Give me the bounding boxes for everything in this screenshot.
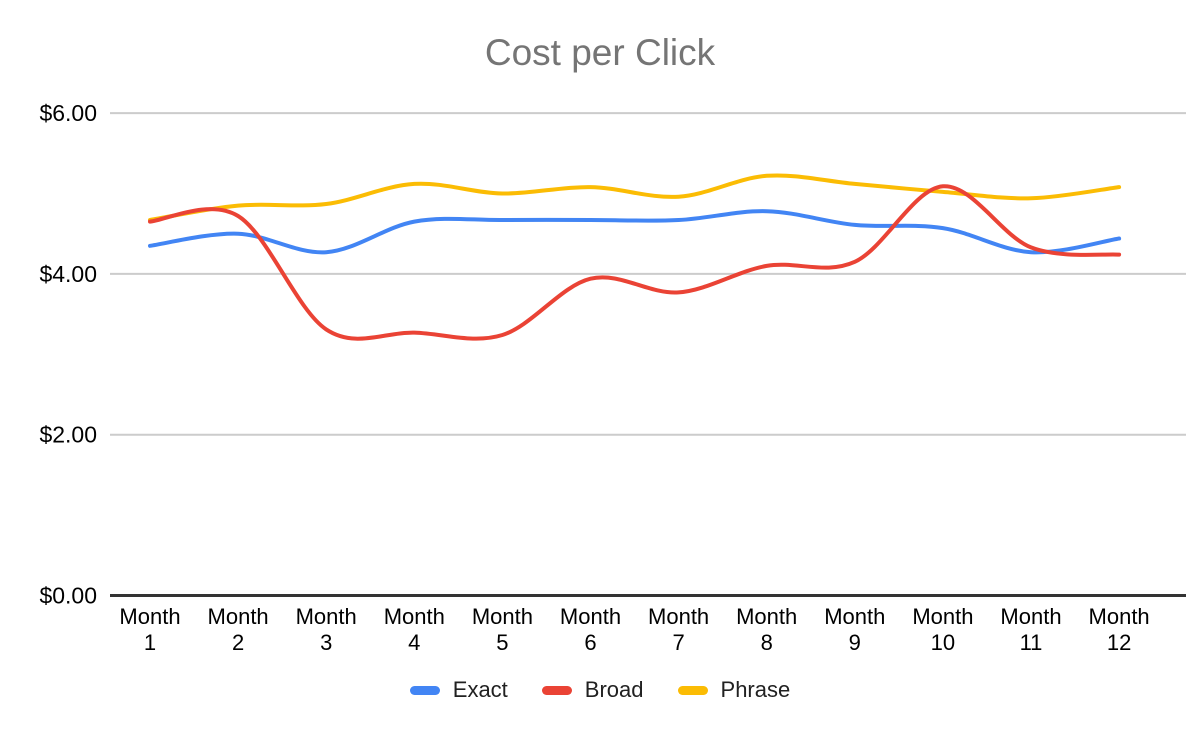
chart-title: Cost per Click [484, 32, 716, 73]
legend-label-exact: Exact [452, 677, 508, 702]
legend: Exact Broad Phrase [0, 677, 1200, 703]
x-axis-label: Month 3 [296, 604, 357, 655]
x-axis-label: Month 12 [1089, 604, 1150, 655]
legend-swatch-exact [409, 685, 440, 695]
legend-swatch-broad [541, 685, 572, 695]
x-axis-label: Month 11 [1000, 604, 1061, 655]
legend-swatch-phrase [677, 685, 708, 695]
legend-label-phrase: Phrase [720, 677, 791, 702]
y-axis-label: $4.00 [39, 261, 97, 287]
x-axis-label: Month 9 [824, 604, 885, 655]
x-axis-label: Month 8 [736, 604, 797, 655]
legend-item-broad[interactable]: Broad [541, 677, 644, 703]
legend-item-phrase[interactable]: Phrase [677, 677, 791, 703]
plot-area: $0.00 $2.00 $4.00 $6.00 Month 1 Month 2 Month 3 Mo… [39, 100, 1186, 655]
y-axis-label: $0.00 [39, 583, 97, 609]
series-line-exact[interactable] [148, 209, 1122, 255]
series-line-broad[interactable] [148, 184, 1122, 341]
legend-item-exact[interactable]: Exact [409, 677, 508, 703]
x-axis-label: Month 4 [384, 604, 445, 655]
x-axis-label: Month 7 [648, 604, 709, 655]
y-axis-label: $2.00 [39, 422, 97, 448]
x-axis-label: Month 2 [208, 604, 269, 655]
series-line-phrase[interactable] [148, 173, 1122, 222]
x-axis-label: Month 5 [472, 604, 533, 655]
x-axis-label: Month 6 [560, 604, 621, 655]
legend-label-broad: Broad [584, 677, 644, 702]
x-axis-label: Month 10 [912, 604, 973, 655]
x-axis-label: Month 1 [119, 604, 180, 655]
y-axis-label: $6.00 [39, 100, 97, 126]
